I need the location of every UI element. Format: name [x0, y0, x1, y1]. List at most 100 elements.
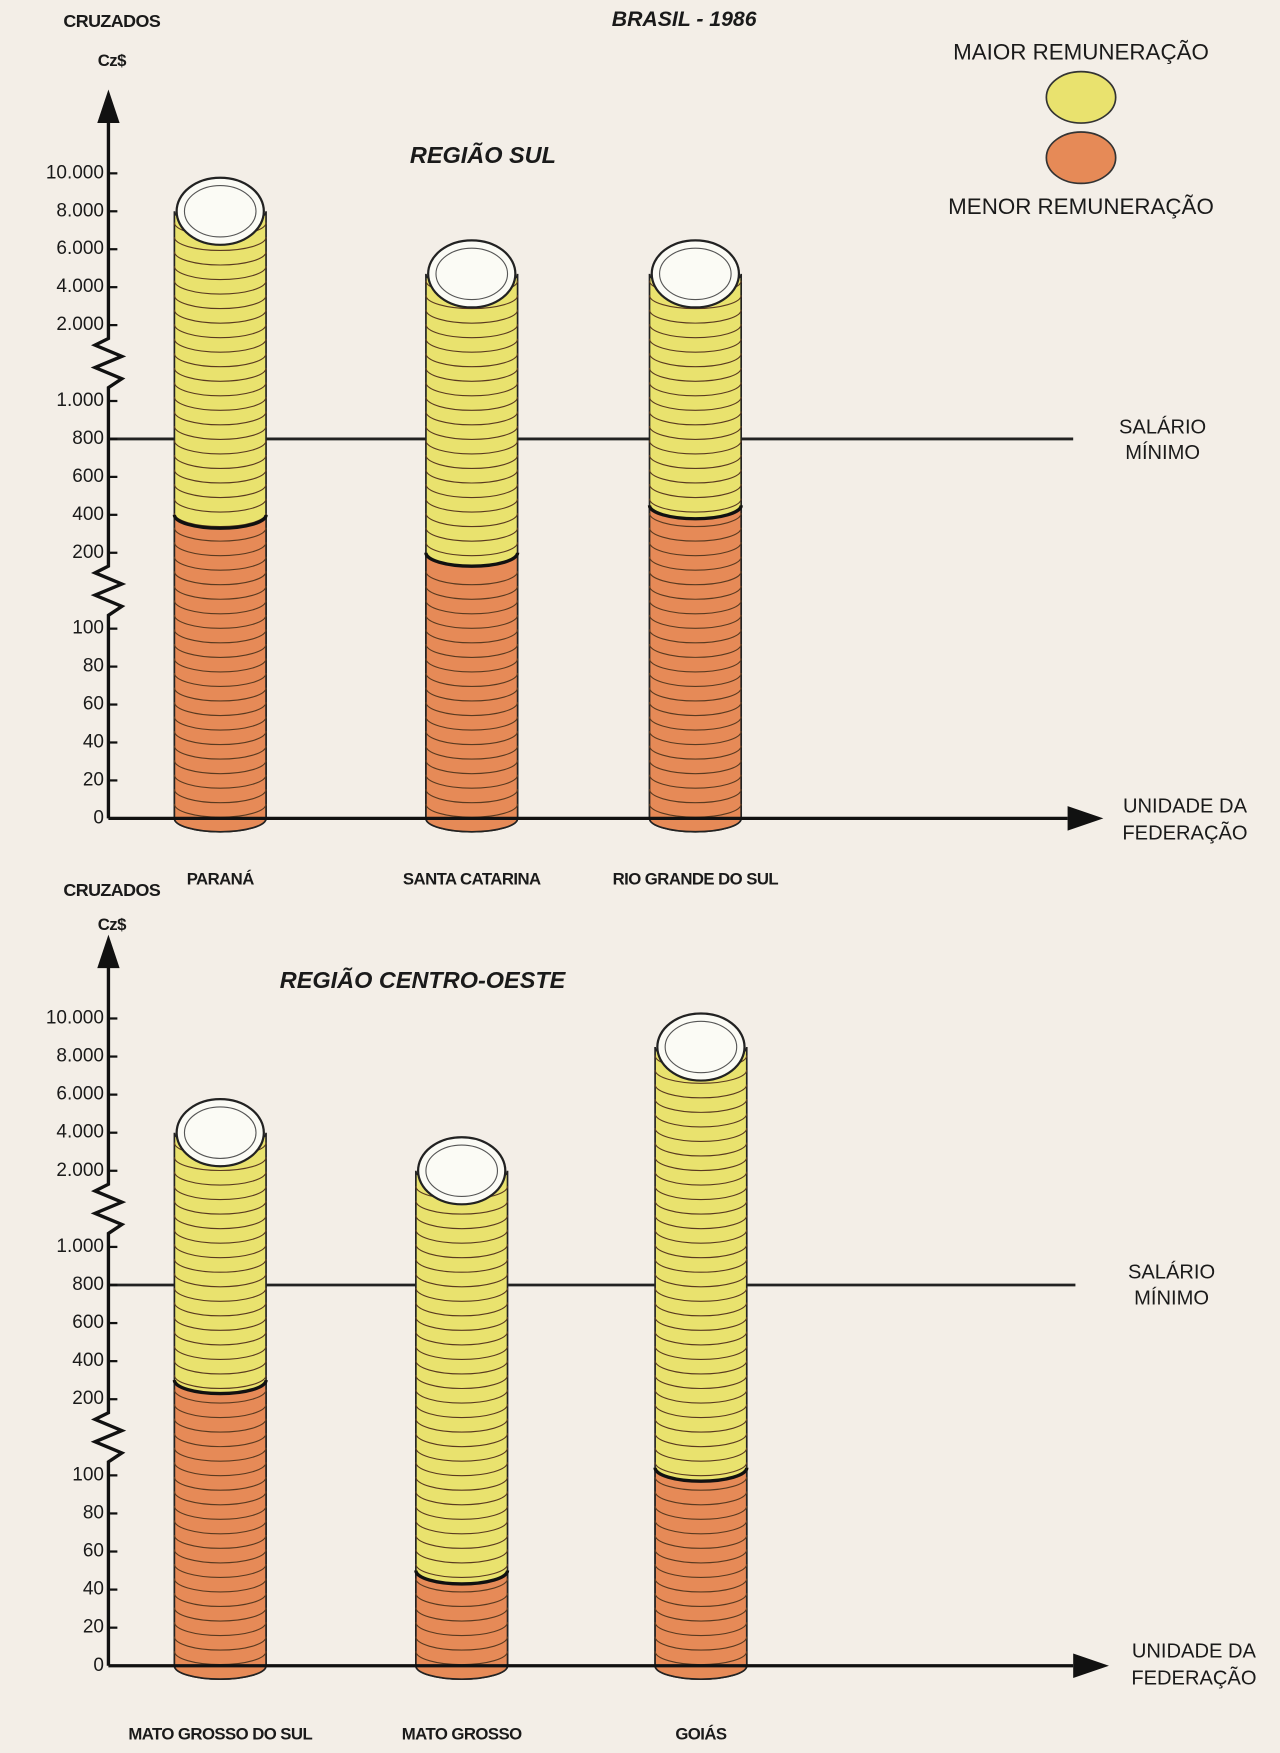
coin-edge [648, 542, 742, 557]
bar [415, 1570, 509, 1680]
y-tick-label: 200 [72, 542, 104, 563]
coin-edge [173, 1578, 267, 1593]
coin-top [427, 239, 517, 309]
coin-edge [415, 1316, 509, 1331]
coin-edge [425, 643, 519, 658]
x-tick-label: GOIÁS [675, 1724, 727, 1743]
coin-edge [173, 774, 267, 789]
bar [425, 552, 519, 833]
coin-edge [173, 396, 267, 411]
coin-edge [173, 1389, 267, 1404]
x-axis-label: FEDERAÇÃO [1122, 820, 1247, 844]
coin-edge [425, 760, 519, 775]
coin-edge [415, 1505, 509, 1520]
coin-edge [654, 1418, 748, 1433]
coin-edge [173, 1607, 267, 1622]
coin-rim [659, 247, 732, 301]
coin-edge [654, 1302, 748, 1317]
coin-edge [415, 1418, 509, 1433]
coin-edge [173, 1462, 267, 1477]
coin-rim [183, 1106, 257, 1159]
y-tick-label: 2.000 [56, 314, 104, 335]
coin-edge [173, 338, 267, 353]
coin-edge [173, 731, 267, 746]
coin-edge [415, 1447, 509, 1462]
y-tick-label: 2.000 [56, 1160, 104, 1181]
reference-label: MÍNIMO [1134, 1286, 1209, 1309]
coin-edge [425, 745, 519, 760]
coin-edge [173, 629, 267, 644]
legend-label: MENOR REMUNERAÇÃO [948, 194, 1214, 219]
coin-edge [415, 1549, 509, 1564]
coin-edge [173, 658, 267, 673]
page-title: BRASIL - 1986 [612, 7, 757, 31]
coin-edge [654, 1113, 748, 1128]
coin-edge [415, 1433, 509, 1448]
coin-edge [173, 1345, 267, 1360]
coin-edge [648, 295, 742, 310]
coin-edge [173, 266, 267, 281]
coin-edge [654, 1389, 748, 1404]
y-tick-label: 40 [83, 1579, 104, 1600]
coin-edge [425, 396, 519, 411]
coin-edge [173, 745, 267, 760]
coin-edge [173, 687, 267, 702]
coin-edge [648, 716, 742, 731]
coin-edge [425, 324, 519, 339]
x-axis-label: FEDERAÇÃO [1131, 1665, 1256, 1689]
coin-edge [173, 1229, 267, 1244]
coin-edge [173, 1505, 267, 1520]
coin-edge [425, 513, 519, 528]
coin-edge [648, 498, 742, 513]
coin-edge [415, 1593, 509, 1608]
y-tick-label: 600 [72, 1312, 104, 1333]
coin-edge [654, 1491, 748, 1506]
boundary [653, 1467, 749, 1483]
coin-edge [173, 1418, 267, 1433]
y-axis-unit: Cz$ [98, 51, 127, 70]
coin-edge [425, 774, 519, 789]
coin-edge [648, 789, 742, 804]
y-axis-label: CRUZADOS [63, 11, 160, 31]
coin-edge [415, 1534, 509, 1549]
y-tick-label: 200 [72, 1388, 104, 1409]
x-tick-label: MATO GROSSO DO SUL [128, 1724, 312, 1743]
coin-edge [415, 1200, 509, 1215]
coin-edge [654, 1200, 748, 1215]
coin-edge [654, 1593, 748, 1608]
coin-edge [648, 672, 742, 688]
y-tick-label: 6.000 [56, 1084, 104, 1105]
coin-edge [415, 1345, 509, 1360]
coin-edge [425, 658, 519, 673]
coin-edge [173, 425, 267, 440]
coin-edge [425, 338, 519, 353]
coin-edge [648, 367, 742, 382]
coin-edge [425, 484, 519, 499]
coin-edge [654, 1229, 748, 1244]
coin-edge [425, 731, 519, 746]
coin-edge [654, 1069, 748, 1084]
y-axis-label: CRUZADOS [63, 880, 160, 900]
coin-edge [654, 1171, 748, 1186]
coin-edge [173, 1171, 267, 1186]
coin-edge [425, 411, 519, 426]
coin-edge [648, 469, 742, 484]
boundary [424, 552, 520, 568]
y-tick-label: 20 [83, 1617, 104, 1638]
y-tick-label: 40 [83, 731, 104, 752]
coin-edge [648, 396, 742, 411]
coin-edge [173, 556, 267, 571]
coin-edge [425, 702, 519, 717]
coin-edge [648, 440, 742, 455]
coin-edge [654, 1360, 748, 1375]
y-tick-label: 20 [83, 769, 104, 790]
coin-edge [415, 1636, 509, 1651]
coin-edge [425, 789, 519, 804]
coin-edge [173, 1215, 267, 1230]
coin-edge [648, 324, 742, 339]
coin-edge [415, 1622, 509, 1637]
y-tick-label: 0 [93, 807, 104, 828]
y-tick-label: 800 [72, 1274, 104, 1295]
y-tick-label: 400 [72, 504, 104, 525]
